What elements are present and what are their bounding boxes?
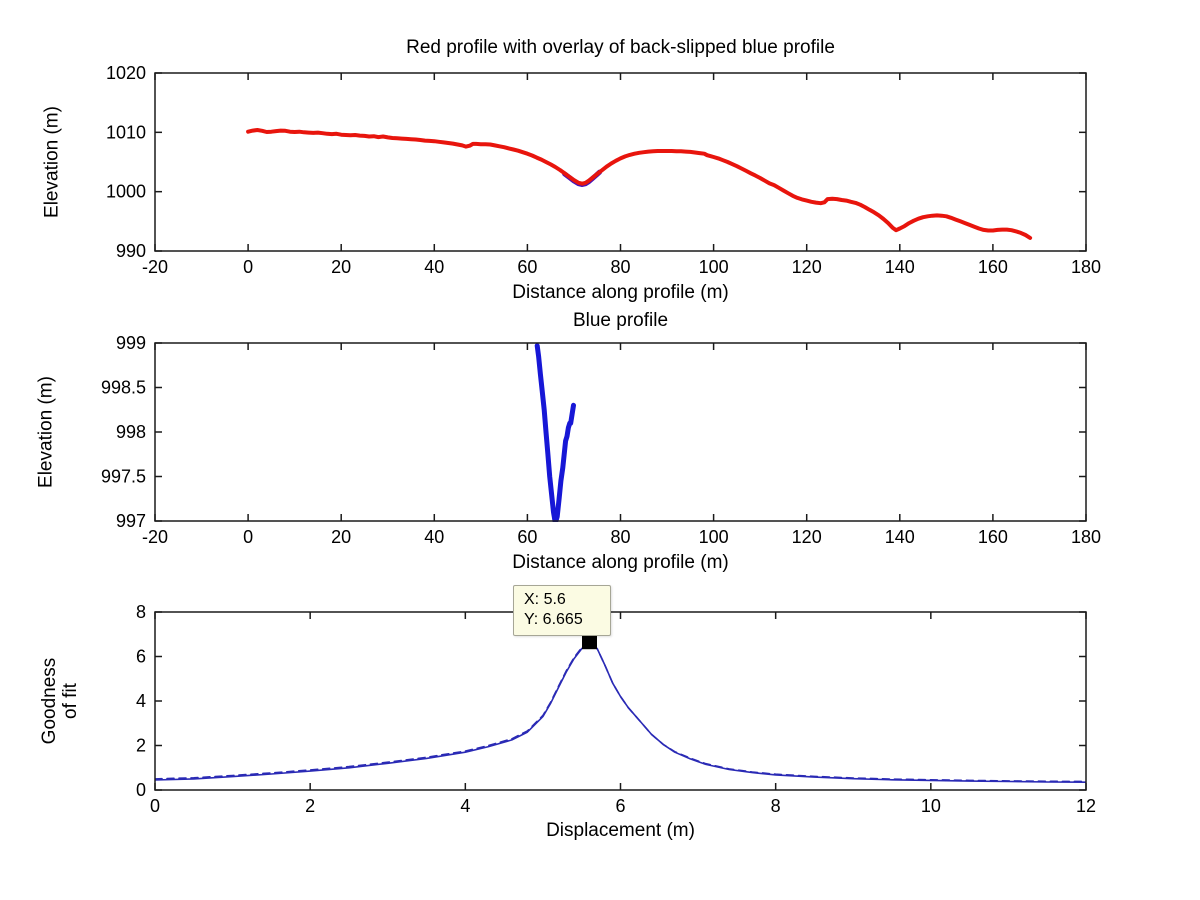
top-plot-xlabel: Distance along profile (m) (512, 282, 729, 303)
x-tick-label: 8 (771, 796, 781, 816)
x-tick-label: 80 (610, 257, 630, 277)
x-tick-label: 160 (978, 527, 1008, 547)
y-tick-label: 8 (136, 602, 146, 622)
top-plot-title: Red profile with overlay of back-slipped… (406, 37, 835, 58)
x-tick-label: 20 (331, 257, 351, 277)
series-goodness-of-fit-dashed (155, 640, 1086, 783)
y-tick-label: 997 (116, 511, 146, 531)
x-tick-label: 60 (517, 257, 537, 277)
axes-box (154, 611, 1087, 791)
x-tick-label: 6 (615, 796, 625, 816)
datatip-x-value: X: 5.6 (524, 591, 566, 608)
series-red-profile (246, 128, 1033, 240)
axes-box (154, 342, 1087, 522)
y-tick-label: 4 (136, 691, 146, 711)
y-tick-label: 997.5 (101, 467, 146, 487)
y-tick-label: 999 (116, 333, 146, 353)
y-tick-label: 1010 (106, 122, 146, 142)
x-tick-label: 140 (885, 257, 915, 277)
bottom-plot-xlabel: Displacement (m) (546, 820, 695, 841)
x-tick-label: 0 (150, 796, 160, 816)
y-tick-label: 990 (116, 241, 146, 261)
y-tick-label: 0 (136, 780, 146, 800)
datatip-y-value: Y: 6.665 (524, 611, 583, 628)
plot-blue-profile: -20 0 20 40 60 80 100 120 140 160 180 997 997.5 998 99… (101, 333, 1101, 547)
series-goodness-of-fit-solid (155, 640, 1086, 784)
y-tick-label: 998 (116, 422, 146, 442)
y-tick-label: 2 (136, 736, 146, 756)
x-tick-label: 100 (699, 527, 729, 547)
x-tick-label: 60 (517, 527, 537, 547)
y-tick-label: 6 (136, 647, 146, 667)
series-blue-profile (534, 343, 576, 522)
y-tick-label: 1020 (106, 63, 146, 83)
x-tick-label: 80 (610, 527, 630, 547)
x-tick-label: 4 (460, 796, 470, 816)
x-tick-label: 180 (1071, 527, 1101, 547)
x-tick-label: 0 (243, 257, 253, 277)
x-tick-label: -20 (142, 527, 168, 547)
x-tick-label: 100 (699, 257, 729, 277)
x-tick-label: 120 (792, 527, 822, 547)
middle-plot-title: Blue profile (572, 310, 669, 331)
x-tick-label: 160 (978, 257, 1008, 277)
plot-goodness-of-fit: 0 2 4 6 8 10 12 0 2 4 6 8 (136, 602, 1096, 816)
datatip-marker[interactable] (582, 634, 597, 650)
x-tick-label: -20 (142, 257, 168, 277)
x-tick-label: 0 (243, 527, 253, 547)
axes-box (154, 72, 1087, 252)
datatip[interactable]: X: 5.6 Y: 6.665 (513, 585, 611, 636)
x-tick-label: 40 (424, 527, 444, 547)
x-tick-label: 140 (885, 527, 915, 547)
x-tick-label: 40 (424, 257, 444, 277)
x-tick-label: 180 (1071, 257, 1101, 277)
x-tick-label: 12 (1076, 796, 1096, 816)
x-tick-label: 10 (921, 796, 941, 816)
middle-plot-xlabel: Distance along profile (m) (512, 552, 729, 573)
x-tick-label: 2 (305, 796, 315, 816)
x-tick-label: 20 (331, 527, 351, 547)
y-tick-label: 998.5 (101, 378, 146, 398)
x-tick-label: 120 (792, 257, 822, 277)
y-tick-label: 1000 (106, 182, 146, 202)
plot-red-profile: -20 0 20 40 60 80 100 120 140 160 180 990 1000 1010 10… (106, 63, 1101, 277)
